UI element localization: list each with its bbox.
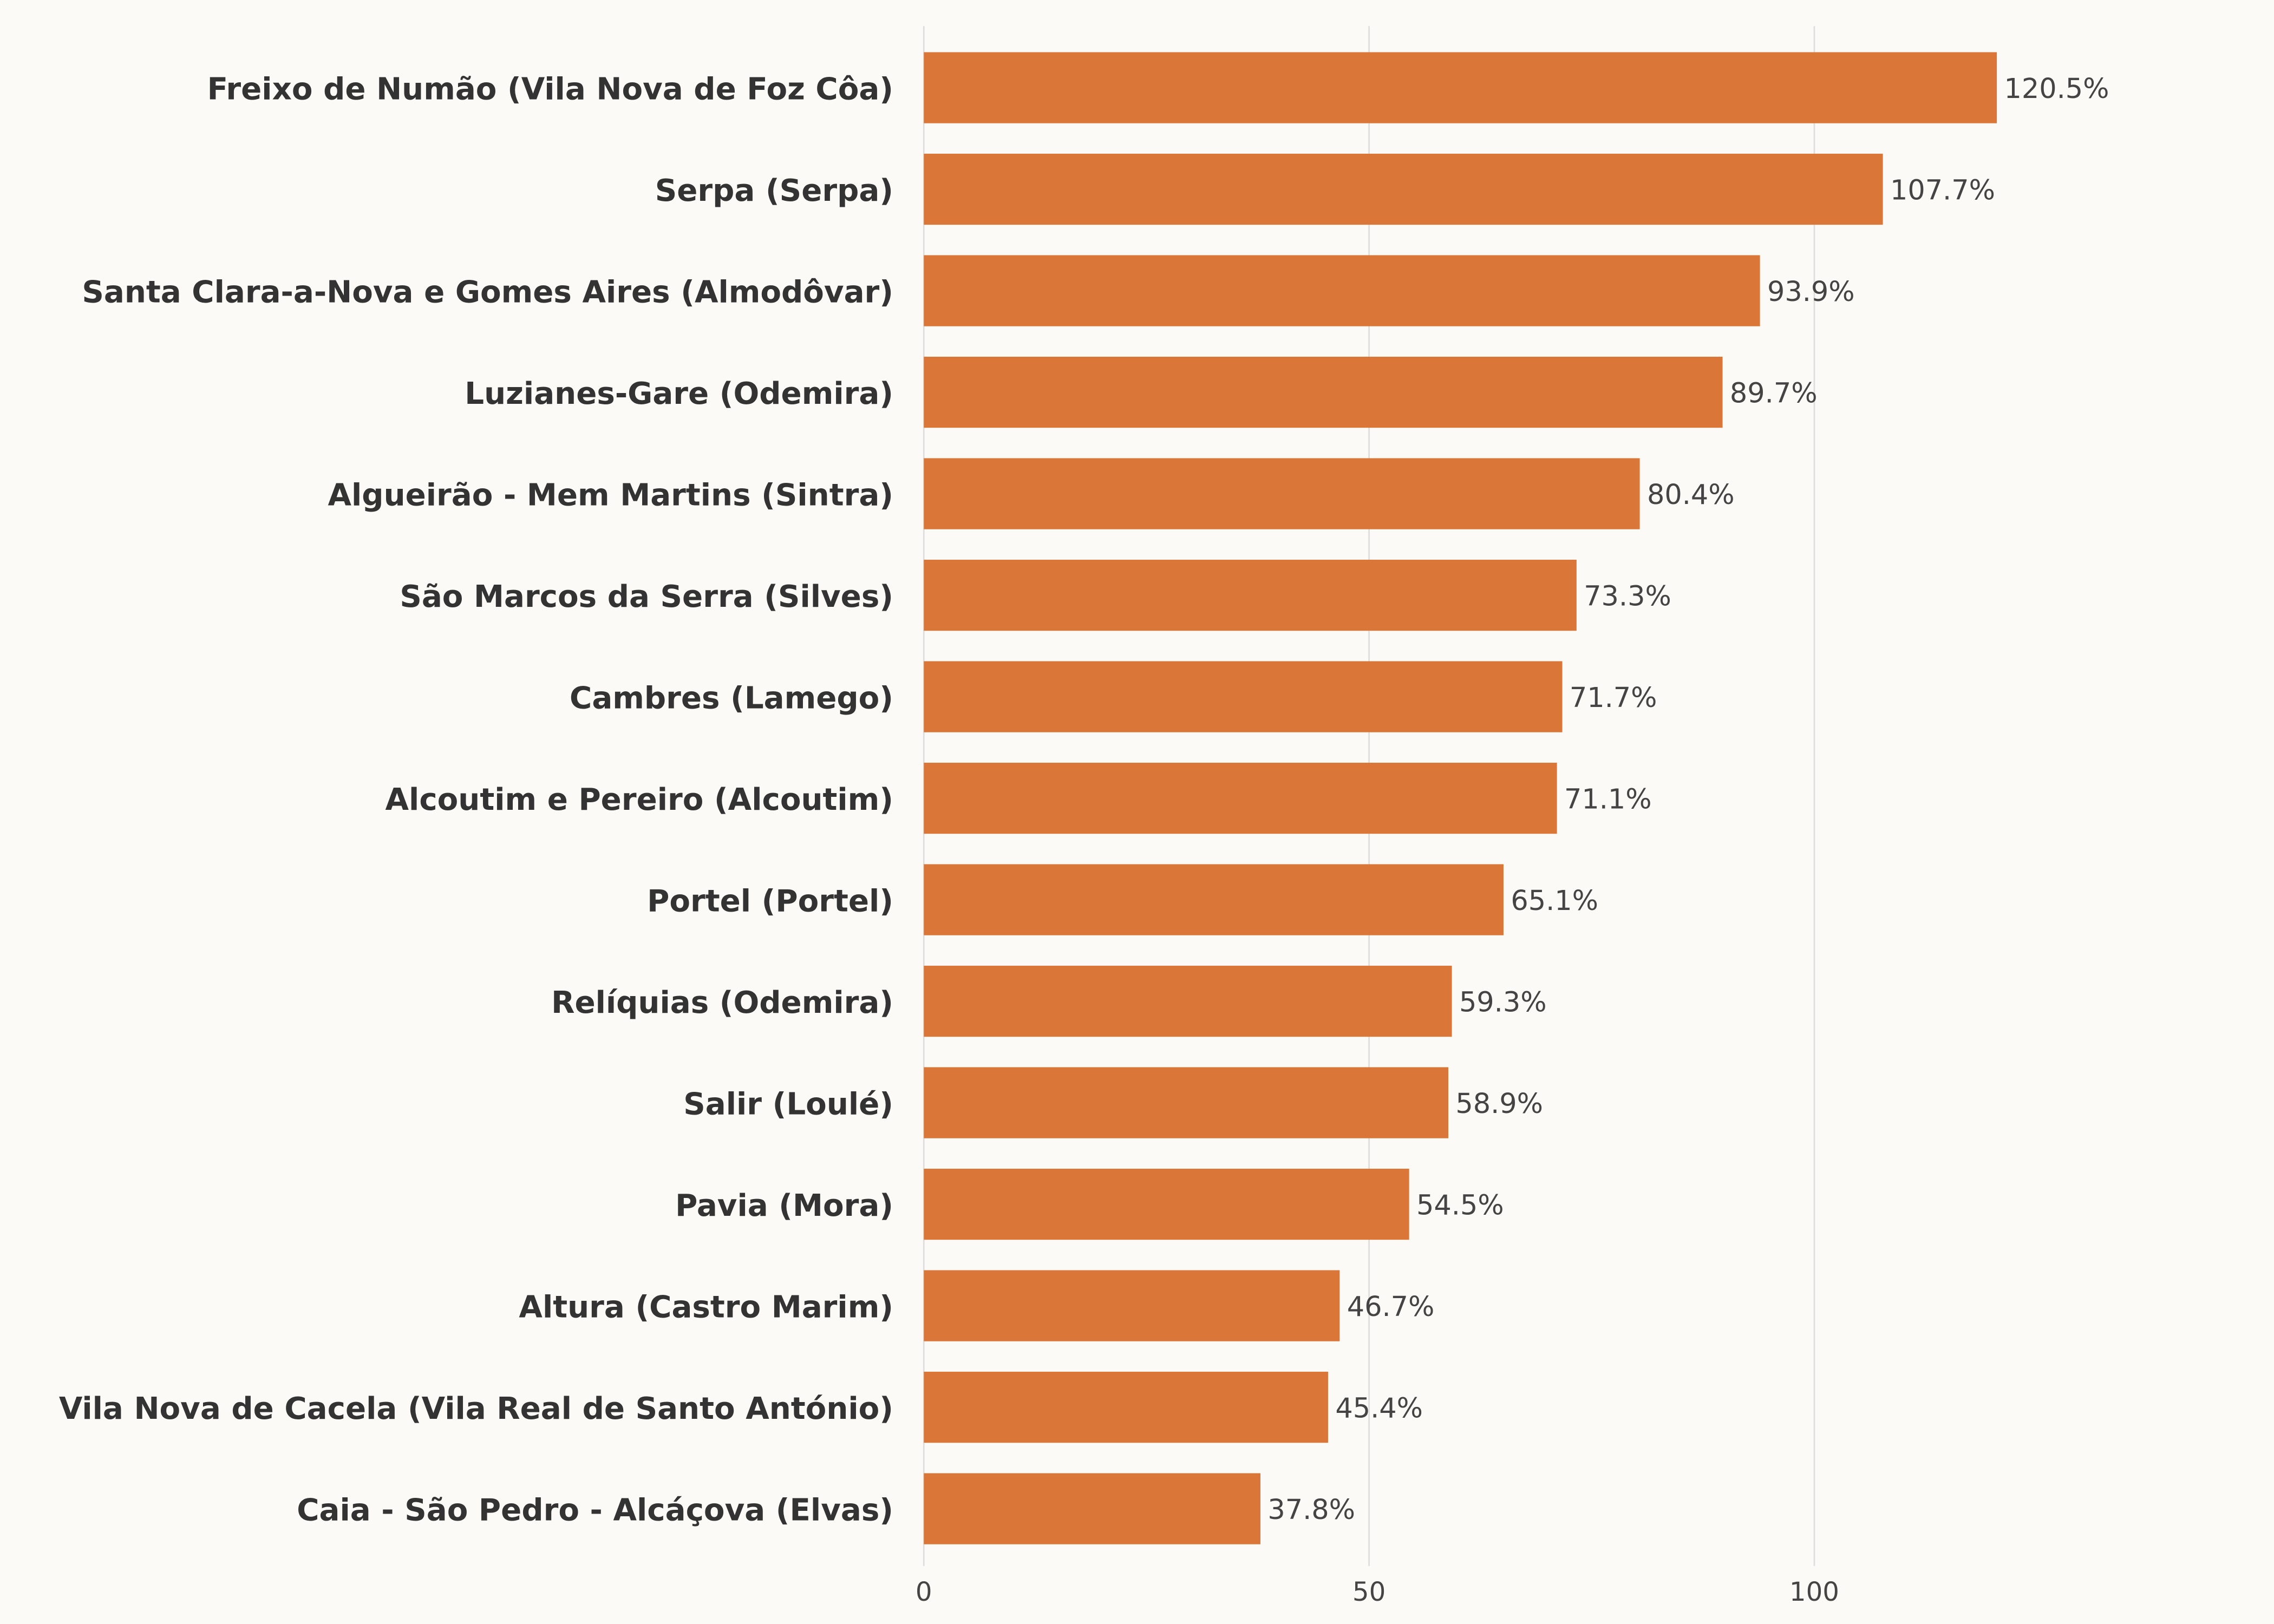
- category-label: Altura (Castro Marim): [519, 1290, 893, 1325]
- bar: [924, 559, 1577, 631]
- bar: [924, 458, 1640, 529]
- data-label: 107.7%: [1890, 174, 1995, 206]
- category-label: São Marcos da Serra (Silves): [400, 579, 893, 614]
- bar: [924, 1371, 1328, 1443]
- data-label: 59.3%: [1459, 986, 1547, 1018]
- category-label: Cambres (Lamego): [570, 680, 893, 716]
- bar: [924, 661, 1563, 732]
- bar: [924, 1270, 1340, 1341]
- category-label: Caia - São Pedro - Alcáçova (Elvas): [297, 1493, 893, 1528]
- category-label: Freixo de Numão (Vila Nova de Foz Côa): [207, 71, 893, 107]
- bar: [924, 1473, 1260, 1544]
- data-label: 93.9%: [1767, 276, 1855, 308]
- x-tick-label: 100: [1789, 1577, 1839, 1607]
- data-label: 89.7%: [1730, 377, 1818, 409]
- category-label: Relíquias (Odemira): [551, 985, 893, 1020]
- category-label: Portel (Portel): [647, 884, 893, 919]
- bar: [924, 965, 1452, 1037]
- data-label: 71.7%: [1570, 682, 1657, 714]
- data-label: 73.3%: [1584, 580, 1671, 612]
- category-label: Luzianes-Gare (Odemira): [465, 376, 893, 411]
- data-label: 54.5%: [1416, 1189, 1504, 1221]
- data-label: 71.1%: [1564, 783, 1652, 815]
- bar: [924, 356, 1723, 428]
- data-label: 45.4%: [1335, 1392, 1423, 1424]
- x-tick-label: 50: [1352, 1577, 1386, 1607]
- bar: [924, 1067, 1448, 1138]
- category-label: Vila Nova de Cacela (Vila Real de Santo …: [59, 1391, 893, 1426]
- bar: [924, 1168, 1409, 1240]
- category-label: Salir (Loulé): [683, 1087, 893, 1122]
- data-label: 46.7%: [1347, 1291, 1435, 1323]
- category-label: Serpa (Serpa): [655, 173, 893, 208]
- bar: [924, 762, 1557, 834]
- x-tick-label: 0: [916, 1577, 932, 1607]
- data-label: 58.9%: [1455, 1088, 1543, 1120]
- bar: [924, 52, 1997, 123]
- bar: [924, 864, 1504, 935]
- bar: [924, 153, 1883, 225]
- data-label: 65.1%: [1511, 885, 1598, 917]
- category-label: Alcoutim e Pereiro (Alcoutim): [385, 782, 894, 817]
- bar: [924, 255, 1760, 326]
- category-label: Algueirão - Mem Martins (Sintra): [328, 477, 893, 513]
- data-label: 120.5%: [2004, 73, 2109, 105]
- data-label: 37.8%: [1267, 1494, 1355, 1526]
- category-label: Santa Clara-a-Nova e Gomes Aires (Almodô…: [82, 274, 893, 310]
- data-label: 80.4%: [1647, 479, 1735, 511]
- category-label: Pavia (Mora): [675, 1188, 893, 1223]
